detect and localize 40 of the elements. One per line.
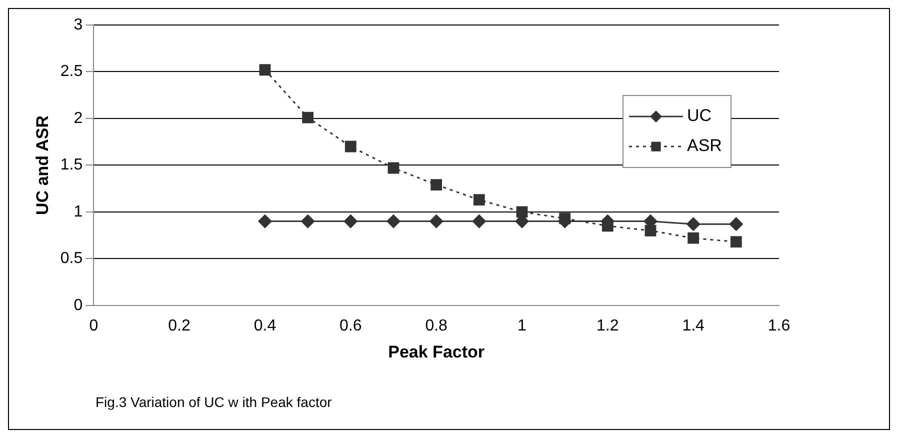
point [559, 212, 571, 224]
x-tick-label: 1.6 [768, 317, 790, 334]
point [259, 64, 271, 76]
point [388, 162, 400, 174]
point [644, 224, 656, 236]
x-tick-label: 1.2 [596, 317, 619, 334]
x-tick-label: 1 [518, 317, 527, 334]
point [430, 214, 444, 228]
x-tick-label: 1.4 [682, 317, 705, 334]
point [473, 194, 485, 206]
y-tick-label: 0.5 [60, 250, 83, 268]
point [344, 140, 356, 152]
x-tick-label: 0.6 [340, 317, 362, 334]
point [688, 232, 700, 244]
y-tick-label: 0 [74, 296, 83, 314]
point [301, 214, 315, 228]
point [472, 214, 486, 228]
x-tick-label: 0 [89, 317, 98, 334]
y-tick-label: 2.5 [60, 63, 83, 80]
point [302, 112, 314, 124]
x-axis-title: Peak Factor [388, 342, 485, 362]
y-axis-title: UC and ASR [32, 115, 52, 215]
point [386, 214, 400, 228]
y-tick-label: 1.5 [60, 156, 83, 174]
point [729, 217, 743, 231]
legend-label: ASR [687, 136, 722, 156]
y-tick-label: 3 [74, 16, 83, 34]
point [258, 214, 272, 228]
y-tick-label: 2 [74, 110, 83, 127]
point [686, 217, 700, 231]
point [516, 206, 528, 218]
x-tick-label: 0.4 [254, 317, 276, 334]
caption: Fig.3 Variation of UC w ith Peak factor [95, 394, 332, 410]
x-tick-label: 0.8 [425, 317, 448, 334]
legend-label: UC [687, 106, 712, 126]
x-tick-label: 0.2 [168, 317, 191, 334]
y-tick-label: 1 [74, 203, 83, 220]
point [730, 236, 742, 248]
point [344, 214, 358, 228]
point [430, 179, 442, 191]
